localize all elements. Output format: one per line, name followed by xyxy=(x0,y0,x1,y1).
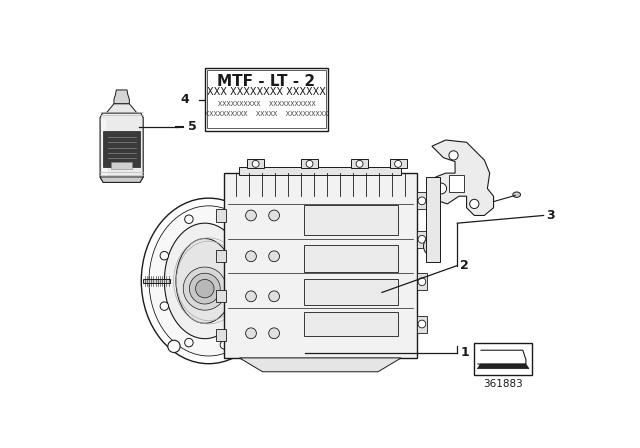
Circle shape xyxy=(306,160,313,168)
Bar xyxy=(390,159,406,168)
Circle shape xyxy=(247,307,255,316)
Bar xyxy=(216,250,225,263)
Polygon shape xyxy=(101,119,108,179)
Circle shape xyxy=(269,251,280,262)
Circle shape xyxy=(418,320,426,328)
Circle shape xyxy=(185,338,193,347)
Bar xyxy=(417,315,428,332)
Text: 4: 4 xyxy=(180,94,189,107)
Ellipse shape xyxy=(196,280,214,298)
Circle shape xyxy=(269,210,280,221)
Text: MTF - LT - 2: MTF - LT - 2 xyxy=(218,74,316,89)
Bar xyxy=(417,192,428,209)
Ellipse shape xyxy=(149,206,268,356)
Circle shape xyxy=(220,213,228,221)
Bar xyxy=(224,173,417,358)
Ellipse shape xyxy=(424,238,437,255)
Text: 2: 2 xyxy=(460,259,469,272)
Circle shape xyxy=(356,160,363,168)
Ellipse shape xyxy=(164,223,245,339)
Ellipse shape xyxy=(141,198,276,364)
Bar xyxy=(216,290,225,302)
Text: XXXXXXXXXX  XXXXXXXXXXX: XXXXXXXXXX XXXXXXXXXXX xyxy=(218,101,316,107)
Circle shape xyxy=(247,246,255,254)
Bar xyxy=(417,231,428,248)
Polygon shape xyxy=(477,364,529,369)
Circle shape xyxy=(168,340,180,353)
Polygon shape xyxy=(426,177,440,262)
Text: 361883: 361883 xyxy=(483,379,523,389)
Circle shape xyxy=(160,251,168,260)
Ellipse shape xyxy=(189,273,220,304)
Circle shape xyxy=(246,328,257,339)
Polygon shape xyxy=(432,140,493,215)
Circle shape xyxy=(246,251,257,262)
Circle shape xyxy=(418,236,426,243)
Circle shape xyxy=(436,183,447,194)
Circle shape xyxy=(246,291,257,302)
FancyBboxPatch shape xyxy=(207,70,326,129)
Text: 1: 1 xyxy=(460,346,469,359)
Polygon shape xyxy=(100,113,143,182)
Circle shape xyxy=(395,160,401,168)
Circle shape xyxy=(269,291,280,302)
Text: XXXXXXXXXX  XXXXX  XXXXXXXXXX: XXXXXXXXXX XXXXX XXXXXXXXXX xyxy=(205,111,328,117)
Polygon shape xyxy=(143,279,170,283)
Bar xyxy=(301,159,318,168)
Bar xyxy=(216,329,225,341)
FancyBboxPatch shape xyxy=(304,279,398,305)
Circle shape xyxy=(418,197,426,205)
Bar xyxy=(111,162,132,169)
Polygon shape xyxy=(100,177,143,182)
Circle shape xyxy=(418,278,426,285)
Bar xyxy=(247,159,264,168)
Bar xyxy=(417,273,428,290)
FancyBboxPatch shape xyxy=(304,313,398,336)
Polygon shape xyxy=(103,131,140,167)
Polygon shape xyxy=(449,176,464,192)
Text: 5: 5 xyxy=(188,121,196,134)
Text: 3: 3 xyxy=(547,209,556,222)
Bar xyxy=(351,159,368,168)
Polygon shape xyxy=(247,189,255,304)
FancyBboxPatch shape xyxy=(304,205,398,236)
Bar xyxy=(216,209,225,222)
Circle shape xyxy=(220,340,228,349)
Polygon shape xyxy=(114,90,129,104)
Circle shape xyxy=(160,302,168,310)
Bar xyxy=(239,167,401,175)
Circle shape xyxy=(269,328,280,339)
Polygon shape xyxy=(239,358,401,372)
Ellipse shape xyxy=(176,238,234,323)
Text: XXX XXXXXXXX XXXXXX: XXX XXXXXXXX XXXXXX xyxy=(207,87,326,97)
Circle shape xyxy=(470,199,479,208)
FancyBboxPatch shape xyxy=(205,68,328,131)
Circle shape xyxy=(449,151,458,160)
Ellipse shape xyxy=(183,267,227,310)
Ellipse shape xyxy=(513,192,520,198)
Bar xyxy=(474,343,532,375)
Polygon shape xyxy=(106,104,137,113)
FancyBboxPatch shape xyxy=(304,246,398,271)
Circle shape xyxy=(252,160,259,168)
Circle shape xyxy=(185,215,193,224)
Circle shape xyxy=(246,210,257,221)
